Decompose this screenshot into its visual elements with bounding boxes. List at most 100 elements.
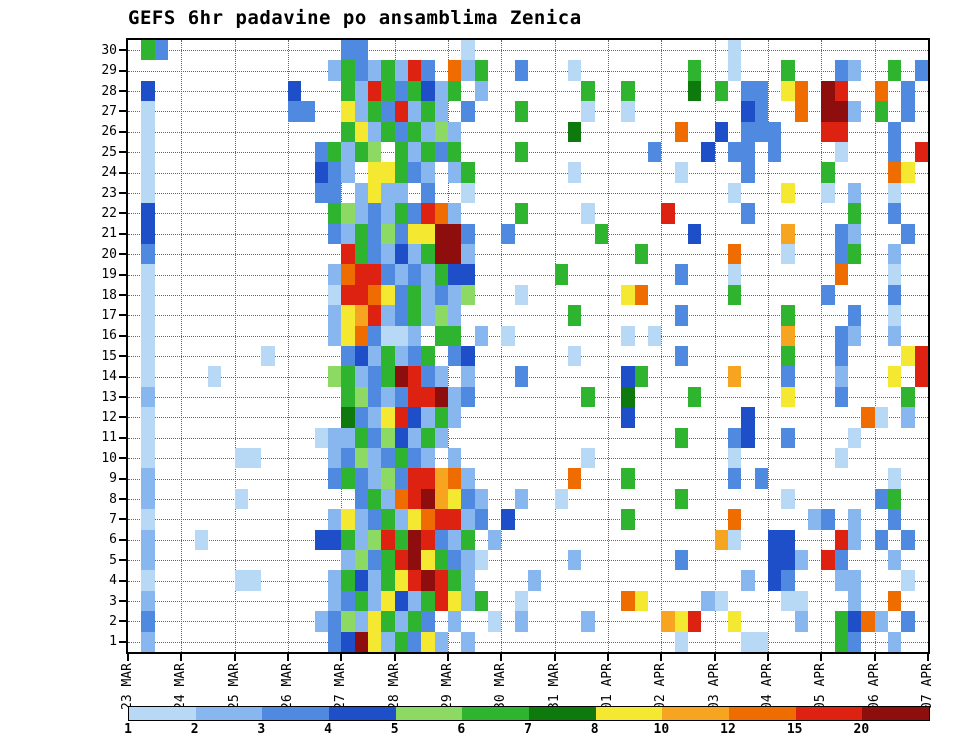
hgridline <box>128 539 928 541</box>
heatmap-cell <box>435 632 448 652</box>
heatmap-cell <box>848 632 861 652</box>
heatmap-cell <box>768 142 781 162</box>
heatmap-cell <box>141 366 155 387</box>
heatmap-cell <box>328 285 341 305</box>
heatmap-cell <box>248 570 261 591</box>
heatmap-cell <box>328 142 341 162</box>
heatmap-cell <box>515 60 528 81</box>
heatmap-cell <box>288 81 301 101</box>
heatmap-cell <box>835 448 848 468</box>
heatmap-cell <box>421 448 435 468</box>
heatmap-cell <box>901 570 915 591</box>
heatmap-cell <box>728 60 741 81</box>
heatmap-cell <box>141 305 155 326</box>
y-tick-label: 12 <box>101 409 117 425</box>
heatmap-cell <box>448 489 461 509</box>
heatmap-cell <box>141 509 155 530</box>
heatmap-cell <box>755 468 768 489</box>
heatmap-cell <box>781 591 795 611</box>
y-tick-label: 23 <box>101 185 117 201</box>
x-tick-label: 24 MAR <box>173 663 189 710</box>
heatmap-cell <box>395 489 408 509</box>
heatmap-cell <box>421 366 435 387</box>
heatmap-cell <box>781 387 795 407</box>
heatmap-cell <box>368 366 381 387</box>
heatmap-cell <box>768 530 781 550</box>
y-tick-label: 16 <box>101 328 117 344</box>
y-tick-label: 6 <box>109 532 117 548</box>
heatmap-cell <box>381 326 395 346</box>
heatmap-cell <box>141 550 155 570</box>
heatmap-cell <box>728 530 741 550</box>
heatmap-cell <box>368 285 381 305</box>
x-tick-label: 07 APR <box>920 663 935 710</box>
heatmap-cell <box>901 81 915 101</box>
heatmap-cell <box>328 428 341 448</box>
heatmap-cell <box>368 570 381 591</box>
heatmap-cell <box>621 407 635 428</box>
x-tick-label: 25 MAR <box>226 663 242 710</box>
heatmap-cell <box>315 611 328 632</box>
heatmap-cell <box>435 530 448 550</box>
heatmap-cell <box>381 468 395 489</box>
heatmap-cell <box>448 81 461 101</box>
heatmap-cell <box>435 591 448 611</box>
heatmap-cell <box>408 591 421 611</box>
heatmap-cell <box>661 203 675 224</box>
heatmap-cell <box>875 489 888 509</box>
heatmap-cell <box>355 611 368 632</box>
heatmap-cell <box>341 570 355 591</box>
heatmap-cell <box>381 428 395 448</box>
hgridline <box>128 274 928 276</box>
heatmap-cell <box>475 509 488 530</box>
hgridline <box>128 233 928 235</box>
hgridline <box>128 519 928 521</box>
y-tick-mark <box>119 212 126 215</box>
heatmap-cell <box>621 509 635 530</box>
heatmap-cell <box>368 122 381 142</box>
y-tick-label: 30 <box>101 42 117 58</box>
heatmap-cell <box>835 142 848 162</box>
heatmap-cell <box>688 611 701 632</box>
heatmap-cell <box>381 224 395 244</box>
vgridline <box>768 40 769 652</box>
hgridline <box>128 131 928 133</box>
hgridline <box>128 478 928 480</box>
heatmap-cell <box>461 285 475 305</box>
heatmap-cell <box>901 346 915 366</box>
hgridline <box>128 621 928 623</box>
y-tick-label: 20 <box>101 246 117 262</box>
heatmap-cell <box>355 632 368 652</box>
heatmap-cell <box>901 162 915 183</box>
heatmap-cell <box>328 183 341 203</box>
heatmap-cell <box>915 60 928 81</box>
heatmap-cell <box>888 122 901 142</box>
heatmap-cell <box>235 489 248 509</box>
heatmap-cell <box>341 81 355 101</box>
heatmap-cell <box>501 509 515 530</box>
heatmap-cell <box>821 162 835 183</box>
heatmap-cell <box>381 407 395 428</box>
heatmap-cell <box>821 550 835 570</box>
heatmap-cell <box>888 632 901 652</box>
heatmap-cell <box>421 428 435 448</box>
heatmap-cell <box>715 530 728 550</box>
heatmap-cell <box>395 407 408 428</box>
heatmap-cell <box>448 162 461 183</box>
heatmap-cell <box>141 224 155 244</box>
heatmap-cell <box>408 530 421 550</box>
heatmap-cell <box>821 285 835 305</box>
heatmap-cell <box>888 183 901 203</box>
x-tick-mark <box>820 654 823 661</box>
heatmap-cell <box>888 142 901 162</box>
heatmap-cell <box>515 366 528 387</box>
heatmap-cell <box>848 183 861 203</box>
colorbar-segment <box>862 707 929 720</box>
hgridline <box>128 417 928 419</box>
heatmap-cell <box>888 60 901 81</box>
heatmap-cell <box>368 387 381 407</box>
heatmap-cell <box>141 346 155 366</box>
y-tick-mark <box>119 69 126 72</box>
heatmap-cell <box>408 162 421 183</box>
y-tick-mark <box>119 171 126 174</box>
